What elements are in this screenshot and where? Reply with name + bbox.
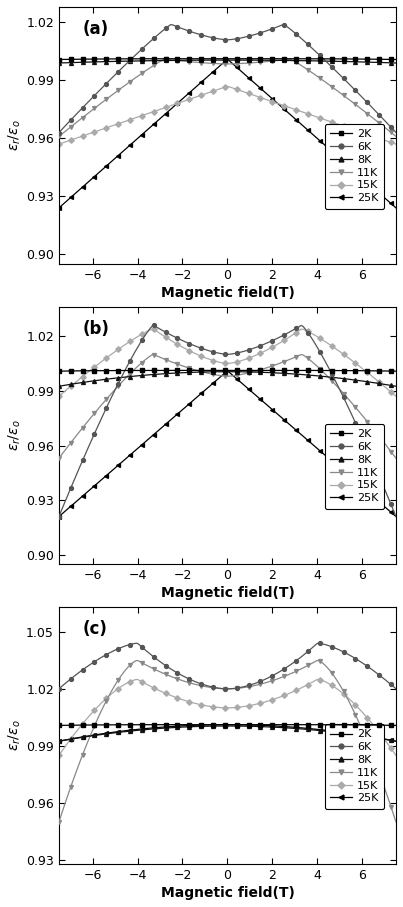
- Y-axis label: $\varepsilon_r/\varepsilon_o$: $\varepsilon_r/\varepsilon_o$: [7, 720, 23, 751]
- Text: (b): (b): [83, 320, 109, 337]
- Legend: 2K, 6K, 8K, 11K, 15K, 25K: 2K, 6K, 8K, 11K, 15K, 25K: [324, 124, 384, 209]
- X-axis label: Magnetic field(T): Magnetic field(T): [160, 286, 295, 300]
- X-axis label: Magnetic field(T): Magnetic field(T): [160, 886, 295, 900]
- Text: (a): (a): [83, 20, 108, 38]
- X-axis label: Magnetic field(T): Magnetic field(T): [160, 586, 295, 600]
- Y-axis label: $\varepsilon_r/\varepsilon_o$: $\varepsilon_r/\varepsilon_o$: [7, 120, 23, 151]
- Legend: 2K, 6K, 8K, 11K, 15K, 25K: 2K, 6K, 8K, 11K, 15K, 25K: [324, 424, 384, 509]
- Y-axis label: $\varepsilon_r/\varepsilon_o$: $\varepsilon_r/\varepsilon_o$: [7, 420, 23, 452]
- Text: (c): (c): [83, 619, 107, 638]
- Legend: 2K, 6K, 8K, 11K, 15K, 25K: 2K, 6K, 8K, 11K, 15K, 25K: [324, 724, 384, 809]
